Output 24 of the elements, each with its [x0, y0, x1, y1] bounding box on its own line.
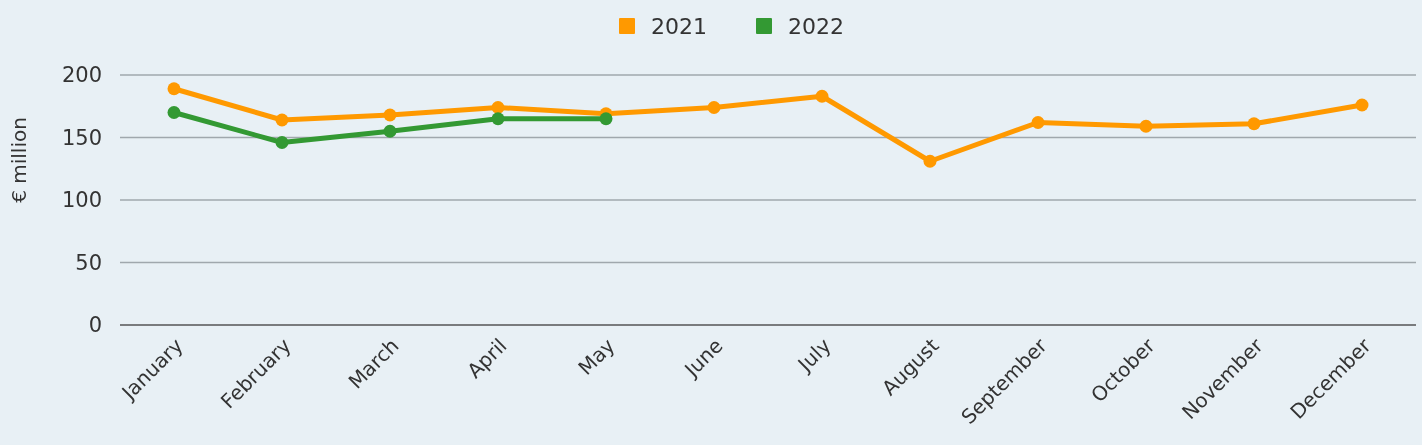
y-tick-label: 200: [61, 63, 102, 88]
y-tick-label: 100: [61, 188, 102, 213]
y-tick-label: 150: [61, 125, 102, 150]
point: [275, 113, 289, 127]
y-tick-label: 0: [88, 313, 102, 338]
point: [1247, 117, 1261, 131]
point: [383, 108, 397, 122]
point: [599, 112, 613, 126]
point: [707, 101, 721, 114]
point: [815, 89, 829, 103]
point: [275, 136, 289, 149]
y-tick-label: 50: [75, 250, 102, 275]
legend-label: 2021: [651, 13, 707, 39]
point: [383, 124, 397, 138]
point: [1139, 119, 1153, 133]
legend-label: 2022: [788, 13, 844, 39]
point: [1355, 98, 1369, 112]
point: [491, 101, 505, 114]
y-axis-title: € million: [7, 117, 31, 203]
point: [923, 154, 937, 168]
point: [167, 82, 181, 96]
point: [491, 112, 505, 126]
point: [1031, 116, 1045, 129]
point: [167, 106, 181, 119]
